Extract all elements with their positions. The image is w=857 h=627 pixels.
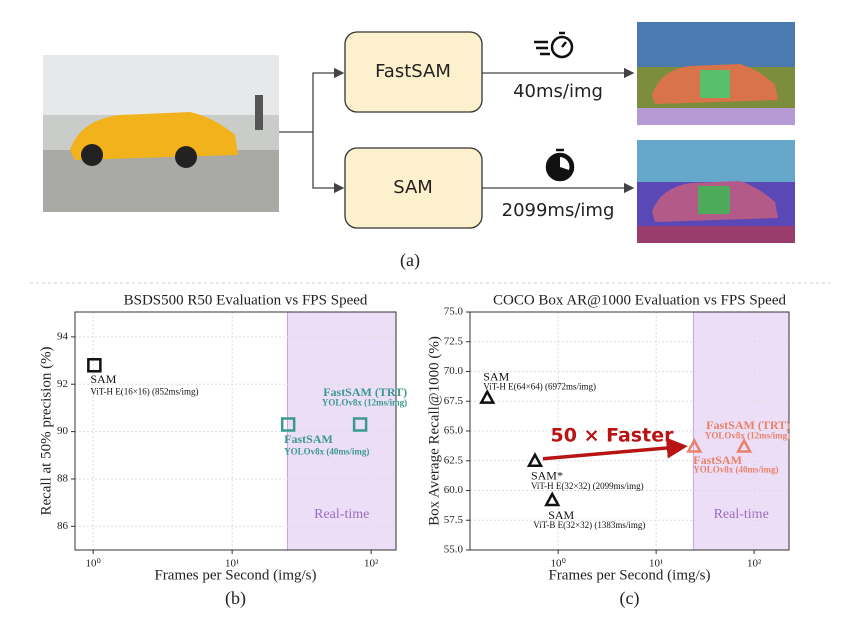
point-sublabel: YOLOv8x (40ms/img) (284, 447, 369, 457)
point-label: FastSAM (TRT) (323, 385, 407, 399)
x-tick-label: 10¹ (225, 558, 239, 570)
caption: (c) (620, 588, 640, 609)
y-tick-label: 94 (57, 330, 69, 342)
y-tick-label: 65.0 (444, 425, 464, 437)
x-tick-label: 10² (747, 558, 762, 570)
point-label: FastSAM (284, 432, 333, 446)
realtime-region (287, 312, 396, 550)
y-tick-label: 67.5 (444, 395, 464, 407)
point (352, 417, 368, 432)
node-box (344, 31, 483, 113)
flow-arrows (279, 67, 635, 194)
point-sublabel: ViT-H E(64×64) (6972ms/img) (483, 382, 596, 392)
plot-frame (469, 311, 790, 551)
point-sublabel: YOLOv8x (12ms/img) (705, 431, 790, 441)
point-label: SAM (483, 369, 509, 383)
y-tick-label: 75.0 (444, 306, 464, 318)
annotation: 50 × Faster (551, 425, 675, 447)
chart-title: BSDS500 R50 Evaluation vs FPS Speed (124, 292, 368, 308)
point-label: SAM (90, 372, 116, 386)
point-sublabel: YOLOv8x (40ms/img) (693, 465, 778, 475)
y-tick-label: 90 (57, 425, 69, 437)
x-tick-label: 10⁰ (550, 558, 566, 570)
point (87, 358, 102, 373)
point (280, 417, 296, 432)
x-axis-label: Frames per Second (img/s) (154, 567, 316, 583)
y-tick-label: 72.5 (444, 335, 464, 347)
point (526, 452, 544, 467)
y-tick-label: 86 (57, 520, 69, 532)
point-sublabel: ViT-B E(32×32) (1383ms/img) (533, 520, 645, 530)
region-label: Real-time (314, 507, 369, 522)
point-label: FastSAM (TRT) (706, 418, 790, 432)
stopwatch-icon (534, 31, 575, 182)
x-tick-label: 10² (364, 558, 379, 570)
point (479, 389, 496, 404)
y-axis-label: Box Average Recall@1000 (%) (426, 336, 442, 526)
point-sublabel: YOLOv8x (12ms/img) (322, 398, 407, 408)
point (686, 437, 703, 453)
point-sublabel: ViT-H E(32×32) (2099ms/img) (531, 481, 644, 491)
y-axis-label: Recall at 50% precision (%) (38, 346, 54, 515)
point-label: FastSAM (693, 453, 742, 467)
speed-arrow (542, 437, 688, 461)
node-box (344, 147, 483, 229)
point (544, 491, 561, 507)
x-axis-label: Frames per Second (img/s) (548, 567, 710, 583)
time-label: 2099ms/img (502, 200, 615, 221)
y-tick-label: 60.0 (444, 484, 464, 496)
caption: (a) (400, 250, 420, 271)
x-tick-label: 10¹ (649, 558, 663, 570)
time-label: 40ms/img (513, 81, 603, 102)
y-tick-label: 55.0 (444, 544, 464, 556)
x-tick-label: 10⁰ (85, 558, 101, 570)
result-image (637, 140, 795, 243)
node-label: SAM (393, 177, 433, 198)
region-label: Real-time (714, 507, 769, 522)
y-tick-label: 57.5 (444, 514, 464, 526)
caption: (b) (225, 588, 246, 609)
point-label: SAM (548, 508, 574, 522)
y-tick-label: 88 (57, 472, 69, 484)
y-tick-label: 92 (57, 378, 68, 390)
result-image (637, 22, 795, 125)
node-label: FastSAM (375, 61, 451, 82)
y-tick-label: 62.5 (444, 454, 464, 466)
input-photo (43, 55, 279, 212)
point-label: SAM* (531, 469, 563, 483)
realtime-region (693, 312, 789, 550)
plot-frame (74, 311, 397, 551)
point-sublabel: ViT-H E(16×16) (852ms/img) (90, 386, 198, 396)
point (735, 437, 753, 453)
y-tick-label: 70.0 (444, 365, 464, 377)
chart-title: COCO Box AR@1000 Evaluation vs FPS Speed (493, 292, 787, 308)
